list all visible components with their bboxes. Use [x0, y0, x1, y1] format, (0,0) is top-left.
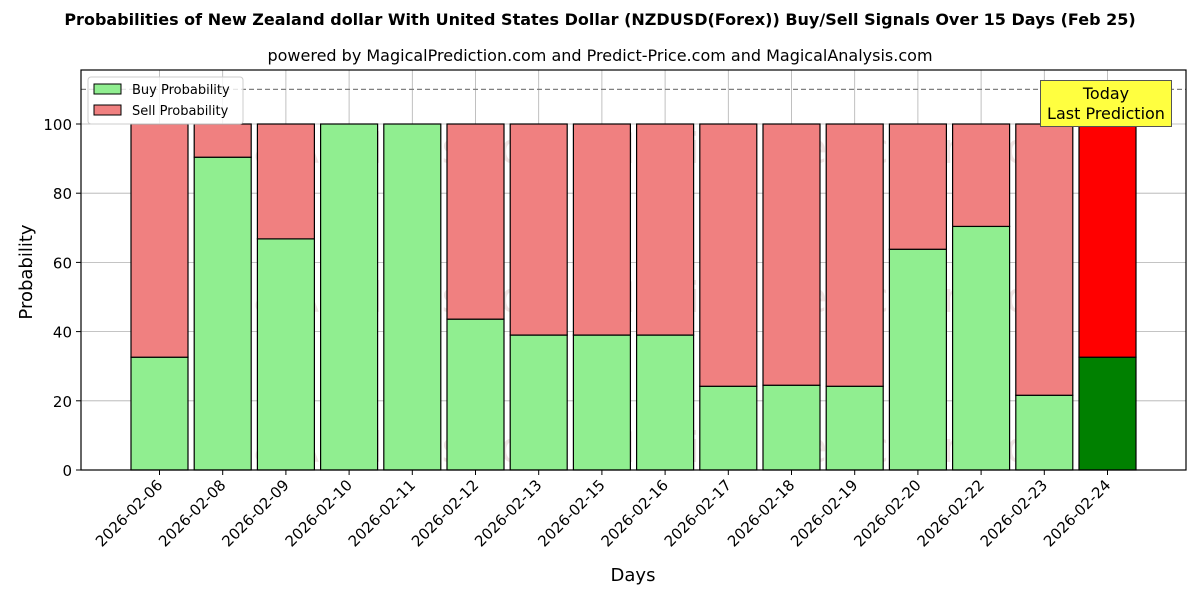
- x-tick-label: 2026-02-19: [787, 476, 861, 550]
- sell-bar: [635, 123, 695, 336]
- buy-bar: [1015, 394, 1074, 471]
- sell-bar: [762, 123, 821, 386]
- sell-bar: [193, 123, 252, 158]
- bars: [130, 123, 1137, 471]
- y-axis-ticks: 0 20 40 60 80 100: [43, 116, 81, 480]
- x-tick-label: 2026-02-22: [914, 476, 988, 550]
- x-tick-label: 2026-02-10: [282, 476, 356, 550]
- buy-bar: [383, 123, 442, 471]
- buy-bar: [762, 384, 821, 471]
- sell-bar: [572, 123, 632, 336]
- y-tick-label: 0: [62, 462, 72, 480]
- sell-bar: [825, 123, 884, 387]
- x-tick-label: 2026-02-06: [92, 476, 166, 550]
- legend-label-buy: Buy Probability: [132, 83, 230, 98]
- x-tick-label: 2026-02-15: [534, 476, 608, 550]
- buy-bar: [699, 385, 758, 471]
- x-tick-label: 2026-02-20: [850, 476, 924, 550]
- x-tick-label: 2026-02-13: [471, 476, 545, 550]
- plot-frame: [80, 69, 1187, 471]
- chart-title: Probabilities of New Zealand dollar With…: [64, 10, 1136, 29]
- x-tick-label: 2026-02-24: [1040, 476, 1114, 550]
- y-axis-label: Probability: [16, 224, 37, 319]
- buy-bar: [572, 334, 632, 471]
- buy-bar: [320, 123, 379, 471]
- buy-bar: [825, 385, 884, 471]
- buy-bar: [888, 248, 948, 471]
- today-annotation: Today Last Prediction: [1040, 80, 1172, 127]
- x-tick-label: 2026-02-18: [724, 476, 798, 550]
- y-tick-label: 80: [53, 185, 72, 203]
- legend-swatch-sell: [93, 104, 122, 116]
- y-tick-label: 100: [43, 116, 72, 134]
- buy-bar: [635, 334, 695, 471]
- y-tick-label: 40: [53, 324, 72, 342]
- y-tick-label: 20: [53, 393, 72, 411]
- sell-bar: [509, 123, 568, 336]
- sell-bar: [1078, 123, 1137, 358]
- y-tick-label: 60: [53, 254, 72, 272]
- sell-bar: [130, 123, 189, 358]
- x-axis-ticks: 2026-02-062026-02-082026-02-092026-02-10…: [92, 470, 1114, 550]
- x-tick-label: 2026-02-16: [598, 476, 672, 550]
- buy-bar: [256, 238, 315, 471]
- sell-bar: [1015, 123, 1074, 396]
- buy-bar: [951, 225, 1011, 471]
- buy-bar: [130, 356, 189, 471]
- legend: Buy Probability Sell Probability: [87, 76, 244, 125]
- legend-swatch-buy: [93, 83, 122, 95]
- buy-bar: [509, 334, 568, 471]
- today-annotation-line1: Today: [1082, 84, 1130, 103]
- sell-bar: [699, 123, 758, 387]
- sell-bar: [951, 123, 1011, 228]
- x-tick-label: 2026-02-23: [977, 476, 1051, 550]
- sell-bar: [256, 123, 315, 240]
- sell-bar: [446, 123, 505, 320]
- buy-bar: [446, 318, 505, 471]
- x-tick-label: 2026-02-09: [218, 476, 292, 550]
- x-tick-label: 2026-02-17: [661, 476, 735, 550]
- buy-bar: [193, 156, 252, 471]
- x-tick-label: 2026-02-12: [408, 476, 482, 550]
- today-annotation-line2: Last Prediction: [1047, 104, 1165, 123]
- legend-box: [87, 76, 244, 125]
- x-axis-label: Days: [611, 565, 656, 586]
- sell-bar: [888, 123, 948, 250]
- buy-bar: [1078, 356, 1137, 471]
- legend-label-sell: Sell Probability: [132, 104, 229, 119]
- chart-subtitle: powered by MagicalPrediction.com and Pre…: [267, 46, 933, 65]
- x-tick-label: 2026-02-11: [345, 476, 419, 550]
- x-tick-label: 2026-02-08: [155, 476, 229, 550]
